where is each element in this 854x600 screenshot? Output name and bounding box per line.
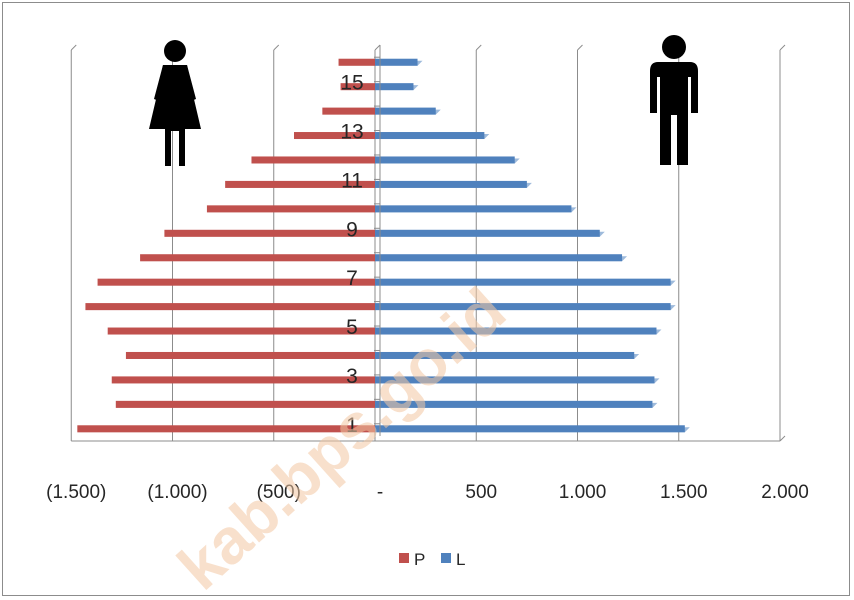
gridline-cap: [475, 44, 482, 51]
x-tick-label: 2.000: [761, 482, 809, 503]
bars: [77, 58, 690, 433]
category-label: 1: [346, 414, 358, 437]
legend-label-l: L: [456, 550, 465, 569]
category-label: 3: [346, 365, 358, 388]
bar-p: [251, 156, 375, 164]
category-label: 5: [346, 316, 358, 339]
bar-p: [322, 107, 375, 115]
bar-l: [375, 278, 671, 286]
bar-l: [375, 376, 655, 384]
bar-l: [375, 254, 623, 262]
bar-p: [164, 229, 375, 237]
bar-l: [375, 351, 635, 359]
gridline-cap: [273, 44, 280, 51]
x-tick-label: (500): [257, 482, 301, 503]
bar-l: [375, 229, 600, 237]
x-tick-labels: (1.500) (1.000) (500) - 500 1.000 1.500 2.000: [46, 482, 809, 503]
female-figure-icon: [149, 40, 201, 166]
bar-l: [375, 425, 685, 433]
x-tick-label: 1.000: [559, 482, 607, 503]
axes: [71, 45, 786, 442]
bar-l: [375, 327, 657, 335]
bar-l: [375, 303, 671, 311]
bar-l: [375, 132, 485, 140]
bar-p: [97, 278, 375, 286]
x-axis-cap: [779, 435, 786, 442]
gridline-cap: [577, 44, 583, 51]
bar-l: [375, 400, 653, 408]
category-label: 11: [341, 169, 363, 192]
bar-l: [375, 156, 515, 164]
bar-p: [125, 351, 375, 359]
bar-p: [338, 58, 375, 66]
bar-p: [111, 376, 375, 384]
gridline-cap: [779, 44, 786, 51]
x-tick-label: -: [377, 482, 383, 503]
bar-p: [85, 303, 376, 311]
bar-p: [225, 180, 375, 188]
category-label: 15: [340, 72, 363, 95]
legend-swatch-p: [399, 553, 409, 563]
bar-p: [115, 400, 376, 408]
category-label: 9: [346, 218, 358, 241]
bar-p: [77, 425, 375, 433]
category-label: 7: [346, 267, 358, 290]
legend-swatch-l: [441, 553, 451, 563]
bar-p: [340, 83, 375, 91]
bar-p: [206, 205, 375, 213]
bar-p: [107, 327, 375, 335]
gridline-cap: [374, 44, 381, 51]
bar-l: [375, 107, 436, 115]
bar-p: [294, 132, 375, 140]
legend-label-p: P: [414, 550, 425, 569]
bar-l: [375, 58, 418, 66]
x-tick-label: (1.000): [147, 482, 207, 503]
category-label: 13: [340, 121, 363, 144]
bar-l: [375, 83, 414, 91]
watermark: kab.bps.go.id: [164, 274, 519, 597]
bar-p: [140, 254, 375, 262]
gridline-cap: [70, 44, 77, 51]
x-tick-label: 500: [465, 482, 497, 503]
male-figure-icon: [650, 35, 698, 165]
bar-l: [375, 205, 572, 213]
x-tick-label: (1.500): [46, 482, 106, 503]
bar-l: [375, 180, 527, 188]
x-tick-label: 1.500: [660, 482, 708, 503]
legend: P L: [399, 550, 465, 569]
